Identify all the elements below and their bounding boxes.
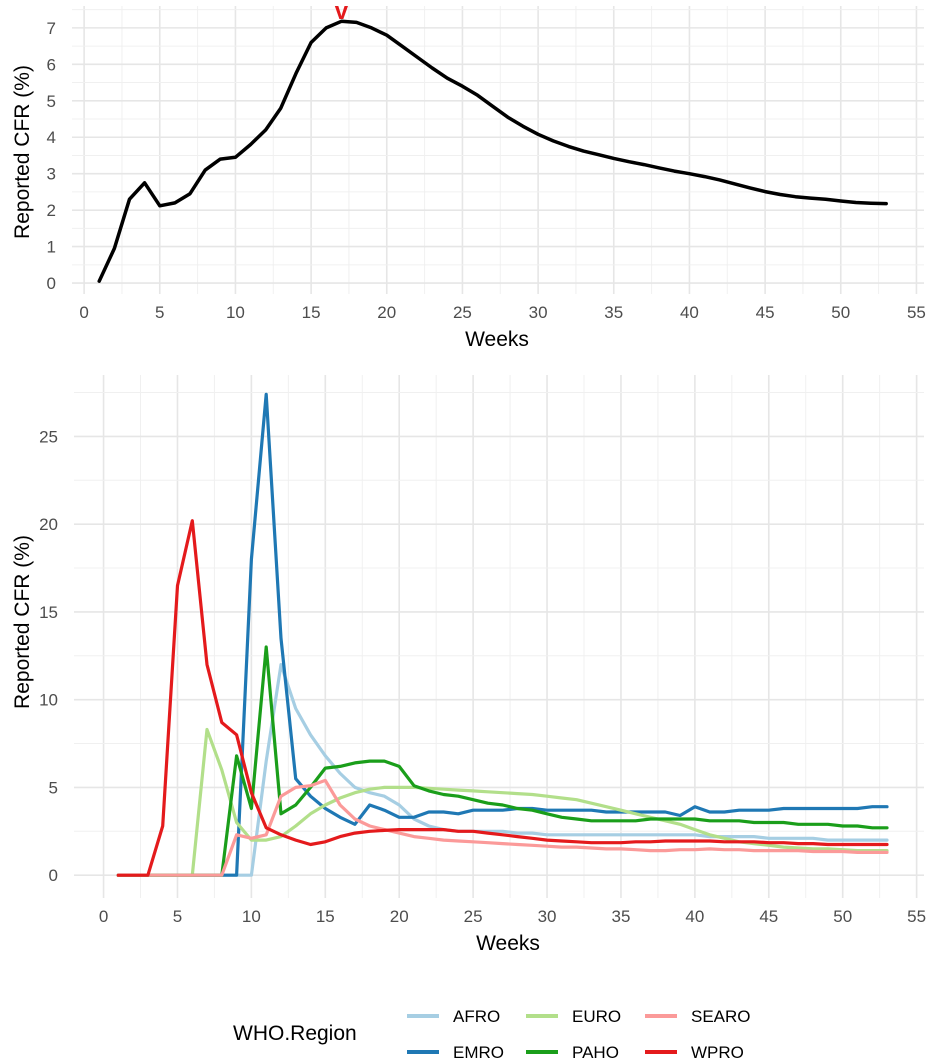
y-tick-label: 4 bbox=[47, 128, 56, 147]
y-tick-label: 0 bbox=[47, 274, 56, 293]
y-tick-label: 0 bbox=[49, 866, 58, 885]
top-chart-y-axis-title: Reported CFR (%) bbox=[11, 65, 34, 239]
y-tick-label: 1 bbox=[47, 238, 56, 257]
bottom-chart-x-tick-labels: 0 5 10 15 20 25 30 35 40 45 50 55 bbox=[99, 907, 926, 926]
x-tick-label: 45 bbox=[759, 907, 778, 926]
legend-label-afro: AFRO bbox=[453, 1007, 500, 1026]
x-tick-label: 50 bbox=[831, 303, 850, 322]
y-tick-label: 20 bbox=[39, 515, 58, 534]
x-tick-label: 55 bbox=[907, 907, 926, 926]
x-tick-label: 0 bbox=[99, 907, 108, 926]
series-line-afro bbox=[116, 662, 889, 877]
legend-items: AFRO EMRO EURO PAHO SEARO WPRO bbox=[407, 1007, 751, 1062]
legend: WHO.Region AFRO EMRO EURO PAHO SEARO WPRO bbox=[233, 1007, 751, 1062]
bottom-chart-series bbox=[116, 392, 889, 877]
series-line-emro bbox=[116, 392, 889, 877]
y-tick-label: 3 bbox=[47, 165, 56, 184]
x-tick-label: 40 bbox=[685, 907, 704, 926]
x-tick-label: 35 bbox=[611, 907, 630, 926]
x-tick-label: 40 bbox=[680, 303, 699, 322]
y-tick-label: 2 bbox=[47, 201, 56, 220]
x-tick-label: 5 bbox=[173, 907, 182, 926]
y-tick-label: 25 bbox=[39, 427, 58, 446]
y-tick-label: 15 bbox=[39, 603, 58, 622]
x-tick-label: 0 bbox=[79, 303, 88, 322]
top-chart-gridlines bbox=[72, 6, 924, 294]
y-tick-label: 7 bbox=[47, 19, 56, 38]
legend-label-searo: SEARO bbox=[691, 1007, 751, 1026]
bottom-chart-y-axis-title: Reported CFR (%) bbox=[11, 535, 34, 709]
top-chart-peak-marker: v bbox=[335, 0, 349, 25]
legend-label-wpro: WPRO bbox=[691, 1043, 744, 1062]
x-tick-label: 30 bbox=[538, 907, 557, 926]
legend-label-emro: EMRO bbox=[453, 1043, 504, 1062]
top-chart-series bbox=[97, 19, 888, 283]
top-chart-y-tick-labels: 0 1 2 3 4 5 6 7 bbox=[47, 19, 56, 293]
x-tick-label: 25 bbox=[464, 907, 483, 926]
series-line-euro bbox=[116, 727, 889, 877]
x-tick-label: 25 bbox=[453, 303, 472, 322]
y-tick-label: 6 bbox=[47, 55, 56, 74]
x-tick-label: 15 bbox=[316, 907, 335, 926]
series-line-wpro bbox=[116, 519, 889, 877]
series-line-searo bbox=[116, 778, 889, 877]
top-chart-x-axis-title: Weeks bbox=[465, 328, 529, 351]
bottom-chart-y-tick-labels: 0 5 10 15 20 25 bbox=[39, 427, 58, 885]
x-tick-label: 45 bbox=[756, 303, 775, 322]
legend-title: WHO.Region bbox=[233, 1022, 357, 1045]
y-tick-label: 5 bbox=[47, 92, 56, 111]
x-tick-label: 5 bbox=[155, 303, 164, 322]
x-tick-label: 20 bbox=[390, 907, 409, 926]
x-tick-label: 30 bbox=[529, 303, 548, 322]
x-tick-label: 55 bbox=[907, 303, 926, 322]
x-tick-label: 20 bbox=[377, 303, 396, 322]
bottom-chart-gridlines bbox=[74, 375, 924, 898]
legend-label-paho: PAHO bbox=[572, 1043, 619, 1062]
x-tick-label: 15 bbox=[302, 303, 321, 322]
series-line-paho bbox=[116, 645, 889, 877]
x-tick-label: 10 bbox=[226, 303, 245, 322]
x-tick-label: 10 bbox=[242, 907, 261, 926]
x-tick-label: 35 bbox=[604, 303, 623, 322]
top-chart-x-tick-labels: 0 5 10 15 20 25 30 35 40 45 50 55 bbox=[79, 303, 926, 322]
x-tick-label: 50 bbox=[833, 907, 852, 926]
y-tick-label: 10 bbox=[39, 691, 58, 710]
bottom-chart-x-axis-title: Weeks bbox=[476, 932, 540, 955]
y-tick-label: 5 bbox=[49, 778, 58, 797]
series-line-cfr bbox=[97, 19, 888, 283]
legend-label-euro: EURO bbox=[572, 1007, 621, 1026]
